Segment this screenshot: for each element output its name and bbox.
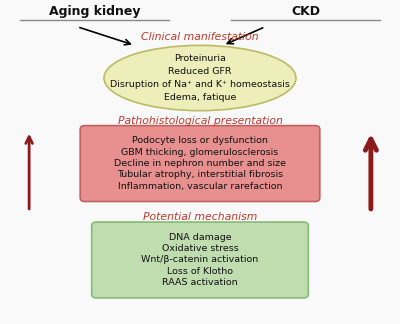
Text: Tubular atrophy, interstitial fibrosis: Tubular atrophy, interstitial fibrosis — [117, 170, 283, 179]
Text: Disruption of Na⁺ and K⁺ homeostasis: Disruption of Na⁺ and K⁺ homeostasis — [110, 80, 290, 89]
Ellipse shape — [104, 45, 296, 111]
Text: Wnt/β-catenin activation: Wnt/β-catenin activation — [141, 256, 259, 264]
Text: Podocyte loss or dysfunction: Podocyte loss or dysfunction — [132, 136, 268, 145]
Text: Oxidative stress: Oxidative stress — [162, 244, 238, 253]
Text: Inflammation, vascular rarefaction: Inflammation, vascular rarefaction — [118, 182, 282, 191]
Text: Reduced GFR: Reduced GFR — [168, 67, 232, 76]
Text: Aging kidney: Aging kidney — [49, 5, 140, 18]
Text: Pathohistological presentation: Pathohistological presentation — [118, 116, 282, 126]
Text: Clinical manifestation: Clinical manifestation — [141, 32, 259, 41]
Text: Edema, fatique: Edema, fatique — [164, 93, 236, 102]
FancyBboxPatch shape — [92, 222, 308, 298]
Text: GBM thicking, glomerulosclerosis: GBM thicking, glomerulosclerosis — [121, 148, 279, 156]
Text: CKD: CKD — [291, 5, 320, 18]
Text: Decline in nephron number and size: Decline in nephron number and size — [114, 159, 286, 168]
Text: DNA damage: DNA damage — [169, 233, 231, 242]
Text: Proteinuria: Proteinuria — [174, 54, 226, 63]
FancyBboxPatch shape — [80, 126, 320, 202]
Text: Loss of Klotho: Loss of Klotho — [167, 267, 233, 276]
Text: Potential mechanism: Potential mechanism — [143, 212, 257, 222]
Text: RAAS activation: RAAS activation — [162, 278, 238, 287]
